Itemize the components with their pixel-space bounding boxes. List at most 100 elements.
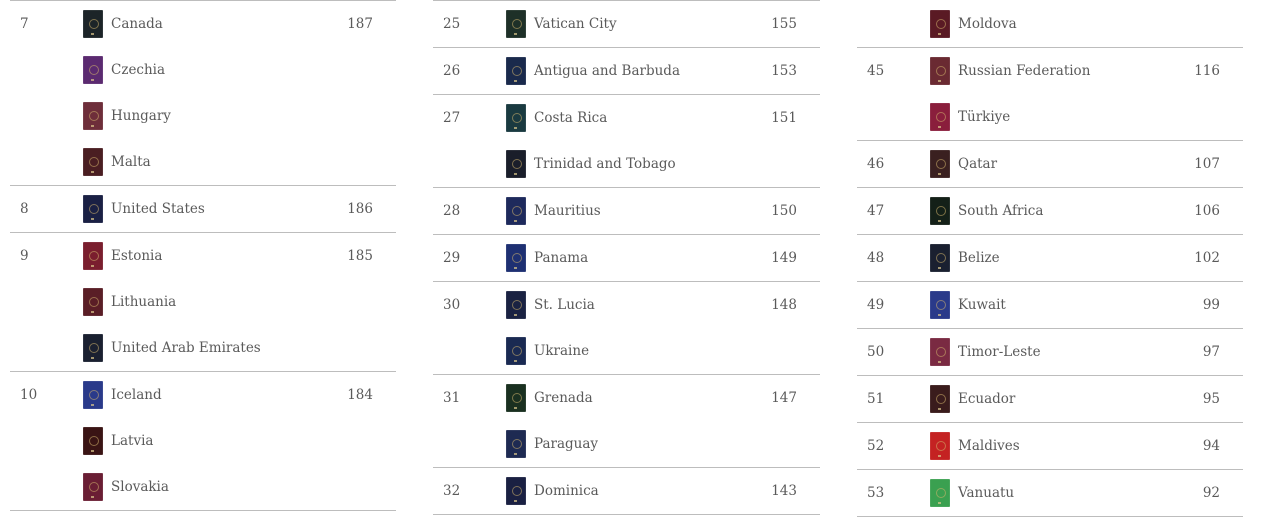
country-name[interactable]: Vatican City <box>534 16 617 32</box>
rank-group: 10 Iceland 184 Latvia Slovakia <box>10 371 396 511</box>
country-name[interactable]: Mauritius <box>534 203 601 219</box>
visa-free-score: 153 <box>771 63 797 79</box>
country-row[interactable]: 26 Antigua and Barbuda 153 <box>433 48 820 94</box>
country-name[interactable]: Belize <box>958 250 1000 266</box>
country-name[interactable]: Estonia <box>111 248 163 264</box>
country-row[interactable]: 10 Iceland 184 <box>10 372 396 418</box>
country-row[interactable]: 51 Ecuador 95 <box>857 376 1243 422</box>
country-row[interactable]: 30 St. Lucia 148 <box>433 282 820 328</box>
country-name[interactable]: Moldova <box>958 16 1017 32</box>
rank-number: 53 <box>867 485 885 501</box>
country-row[interactable]: Ukraine <box>433 328 820 374</box>
country-name[interactable]: Russian Federation <box>958 63 1091 79</box>
passport-icon <box>930 150 950 178</box>
country-row[interactable]: 52 Maldives 94 <box>857 423 1243 469</box>
country-name[interactable]: Grenada <box>534 390 593 406</box>
country-row[interactable]: 8 United States 186 <box>10 186 396 232</box>
passport-icon <box>83 10 103 38</box>
country-row[interactable]: Paraguay <box>433 421 820 467</box>
country-name[interactable]: Türkiye <box>958 109 1011 125</box>
country-name[interactable]: Slovakia <box>111 479 169 495</box>
country-row[interactable]: 28 Mauritius 150 <box>433 188 820 234</box>
rank-number: 52 <box>867 438 885 454</box>
passport-icon <box>506 337 526 365</box>
rank-number: 31 <box>443 390 461 406</box>
country-row[interactable]: 27 Costa Rica 151 <box>433 95 820 141</box>
rank-group: 48 Belize 102 <box>857 234 1243 281</box>
rank-group: 26 Antigua and Barbuda 153 <box>433 47 820 94</box>
passport-icon <box>930 103 950 131</box>
passport-icon <box>506 384 526 412</box>
country-name[interactable]: Canada <box>111 16 163 32</box>
country-name[interactable]: Costa Rica <box>534 110 608 126</box>
country-row[interactable]: 50 Timor-Leste 97 <box>857 329 1243 375</box>
passport-icon <box>506 150 526 178</box>
rank-group: 53 Vanuatu 92 <box>857 469 1243 517</box>
passport-icon <box>930 432 950 460</box>
country-row[interactable]: 46 Qatar 107 <box>857 141 1243 187</box>
country-name[interactable]: Czechia <box>111 62 166 78</box>
visa-free-score: 185 <box>347 248 373 264</box>
passport-icon <box>506 10 526 38</box>
country-row[interactable]: 32 Dominica 143 <box>433 468 820 514</box>
passport-icon <box>506 477 526 505</box>
country-row[interactable]: Malta <box>10 139 396 185</box>
passport-icon <box>83 148 103 176</box>
country-name[interactable]: Iceland <box>111 387 162 403</box>
country-name[interactable]: Hungary <box>111 108 171 124</box>
rank-group: 49 Kuwait 99 <box>857 281 1243 328</box>
country-name[interactable]: Ukraine <box>534 343 590 359</box>
country-row[interactable]: 9 Estonia 185 <box>10 233 396 279</box>
rank-group: Moldova <box>857 0 1243 47</box>
country-name[interactable]: United Arab Emirates <box>111 340 261 356</box>
country-row[interactable]: 48 Belize 102 <box>857 235 1243 281</box>
country-name[interactable]: Lithuania <box>111 294 177 310</box>
country-name[interactable]: South Africa <box>958 203 1044 219</box>
visa-free-score: 151 <box>771 110 797 126</box>
rank-number: 30 <box>443 297 461 313</box>
country-name[interactable]: Kuwait <box>958 297 1006 313</box>
rank-group: 9 Estonia 185 Lithuania United Arab Emirates <box>10 232 396 371</box>
rank-number: 48 <box>867 250 885 266</box>
country-name[interactable]: Vanuatu <box>958 485 1015 501</box>
country-row[interactable]: 53 Vanuatu 92 <box>857 470 1243 516</box>
country-row[interactable]: 7 Canada 187 <box>10 1 396 47</box>
country-row[interactable]: Latvia <box>10 418 396 464</box>
country-name[interactable]: Latvia <box>111 433 154 449</box>
visa-free-score: 150 <box>771 203 797 219</box>
passport-icon <box>930 57 950 85</box>
country-row[interactable]: Trinidad and Tobago <box>433 141 820 187</box>
country-name[interactable]: Qatar <box>958 156 998 172</box>
country-row[interactable]: Moldova <box>857 1 1243 47</box>
passport-icon <box>930 244 950 272</box>
passport-icon <box>930 479 950 507</box>
country-name[interactable]: Maldives <box>958 438 1020 454</box>
country-row[interactable]: 31 Grenada 147 <box>433 375 820 421</box>
country-name[interactable]: Panama <box>534 250 589 266</box>
country-row[interactable]: Lithuania <box>10 279 396 325</box>
country-row[interactable]: Türkiye <box>857 94 1243 140</box>
country-name[interactable]: Trinidad and Tobago <box>534 156 676 172</box>
passport-icon <box>83 334 103 362</box>
country-name[interactable]: St. Lucia <box>534 297 595 313</box>
country-row[interactable]: 47 South Africa 106 <box>857 188 1243 234</box>
visa-free-score: 155 <box>771 16 797 32</box>
country-name[interactable]: Dominica <box>534 483 599 499</box>
country-row[interactable]: 49 Kuwait 99 <box>857 282 1243 328</box>
rank-number: 25 <box>443 16 461 32</box>
country-row[interactable]: United Arab Emirates <box>10 325 396 371</box>
country-name[interactable]: United States <box>111 201 205 217</box>
country-name[interactable]: Antigua and Barbuda <box>534 63 680 79</box>
country-row[interactable]: 45 Russian Federation 116 <box>857 48 1243 94</box>
passport-icon <box>83 473 103 501</box>
country-name[interactable]: Malta <box>111 154 151 170</box>
country-name[interactable]: Ecuador <box>958 391 1016 407</box>
country-name[interactable]: Paraguay <box>534 436 599 452</box>
country-row[interactable]: 25 Vatican City 155 <box>433 1 820 47</box>
country-row[interactable]: Slovakia <box>10 464 396 510</box>
rank-number: 26 <box>443 63 461 79</box>
country-row[interactable]: Hungary <box>10 93 396 139</box>
country-row[interactable]: Czechia <box>10 47 396 93</box>
country-row[interactable]: 29 Panama 149 <box>433 235 820 281</box>
country-name[interactable]: Timor-Leste <box>958 344 1041 360</box>
